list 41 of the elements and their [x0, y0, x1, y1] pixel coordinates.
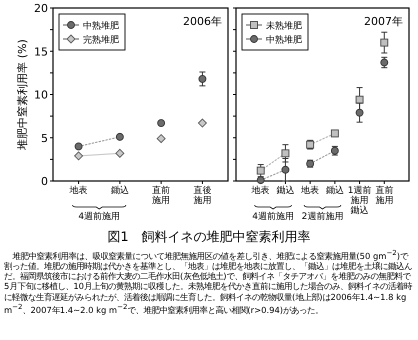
- point: [330, 129, 339, 138]
- text: 図1 飼料イネの堆肥中窒素利用率: [106, 229, 312, 246]
- point: [156, 134, 166, 144]
- point: [380, 38, 388, 47]
- y-tick-label: 5: [41, 132, 48, 145]
- point: [380, 58, 388, 66]
- point: [198, 118, 207, 128]
- text: 4週前施用: [252, 211, 294, 222]
- text: 堆肥中窒素利用率は、吸収窒素量について堆肥無施用区の値を差し引き、堆肥による窒素施用量(50 gm$^{−2}$)で割った値。堆肥の施用時期は代かきを基準とし、「地表」は堆肥を地表に放置し、「鋤込」は堆肥を土壌に鋤込んだ。福岡県筑後市における前作大麦の二毛作水田(灰色低地土)で、飼料イネ「タチアオバ」を堆肥のみの無肥料で5月下旬に移植し、10月上旬の黄熟期に収穫した。未熟堆肥を代かき直前に施用した場合のみ、飼料イネの活着時に軽微な生育遅延がみられたが、活着後は順調に生育した。飼料イネの乾物収量(地上部)は2006年1.4~1.8 kg m$^{−2}$、2007年1.4~2.0 kg m$^{−2}$で、堆肥中窒素利用率と高い相関(r>0.94)があった。: [4, 249, 412, 315]
- legend-label: 完熟堆肥: [83, 34, 119, 46]
- annotation: 2007年: [364, 15, 403, 28]
- text: 4週前施用: [78, 211, 120, 222]
- x-tick-label: 地表: [250, 186, 271, 196]
- y-tick-label: 15: [34, 45, 48, 58]
- point: [74, 151, 84, 160]
- x-tick-label: 地表: [300, 186, 320, 196]
- x-tick-label: 1週前施用鋤込: [347, 186, 372, 216]
- point: [356, 108, 364, 117]
- y-tick-label: 20: [34, 2, 48, 15]
- point: [116, 132, 124, 141]
- x-tick-label: 鋤込: [110, 186, 130, 196]
- text: 2週前施用: [302, 211, 344, 222]
- x-tick-label: 鋤込: [324, 186, 345, 196]
- legend-label: 未熟堆肥: [266, 20, 302, 32]
- point: [115, 148, 124, 158]
- legend-label: 中熟堆肥: [83, 20, 119, 32]
- point: [74, 142, 83, 150]
- legend-label: 中熟堆肥: [266, 34, 302, 46]
- y-tick-label: 0: [41, 175, 48, 188]
- y-axis-title: 堆肥中窒素利用率 (%): [16, 39, 29, 151]
- point: [281, 166, 290, 174]
- x-tick-label: 直後施用: [192, 186, 212, 206]
- point: [157, 119, 166, 127]
- y-tick-label: 10: [34, 88, 48, 102]
- x-tick-label: 直前施用: [151, 186, 172, 206]
- point: [198, 74, 206, 83]
- x-tick-label: 鋤込: [275, 186, 296, 196]
- point: [256, 166, 265, 175]
- x-tick-label: 直前施用: [374, 186, 394, 206]
- annotation: 2006年: [183, 15, 222, 28]
- x-tick-label: 地表: [68, 186, 89, 196]
